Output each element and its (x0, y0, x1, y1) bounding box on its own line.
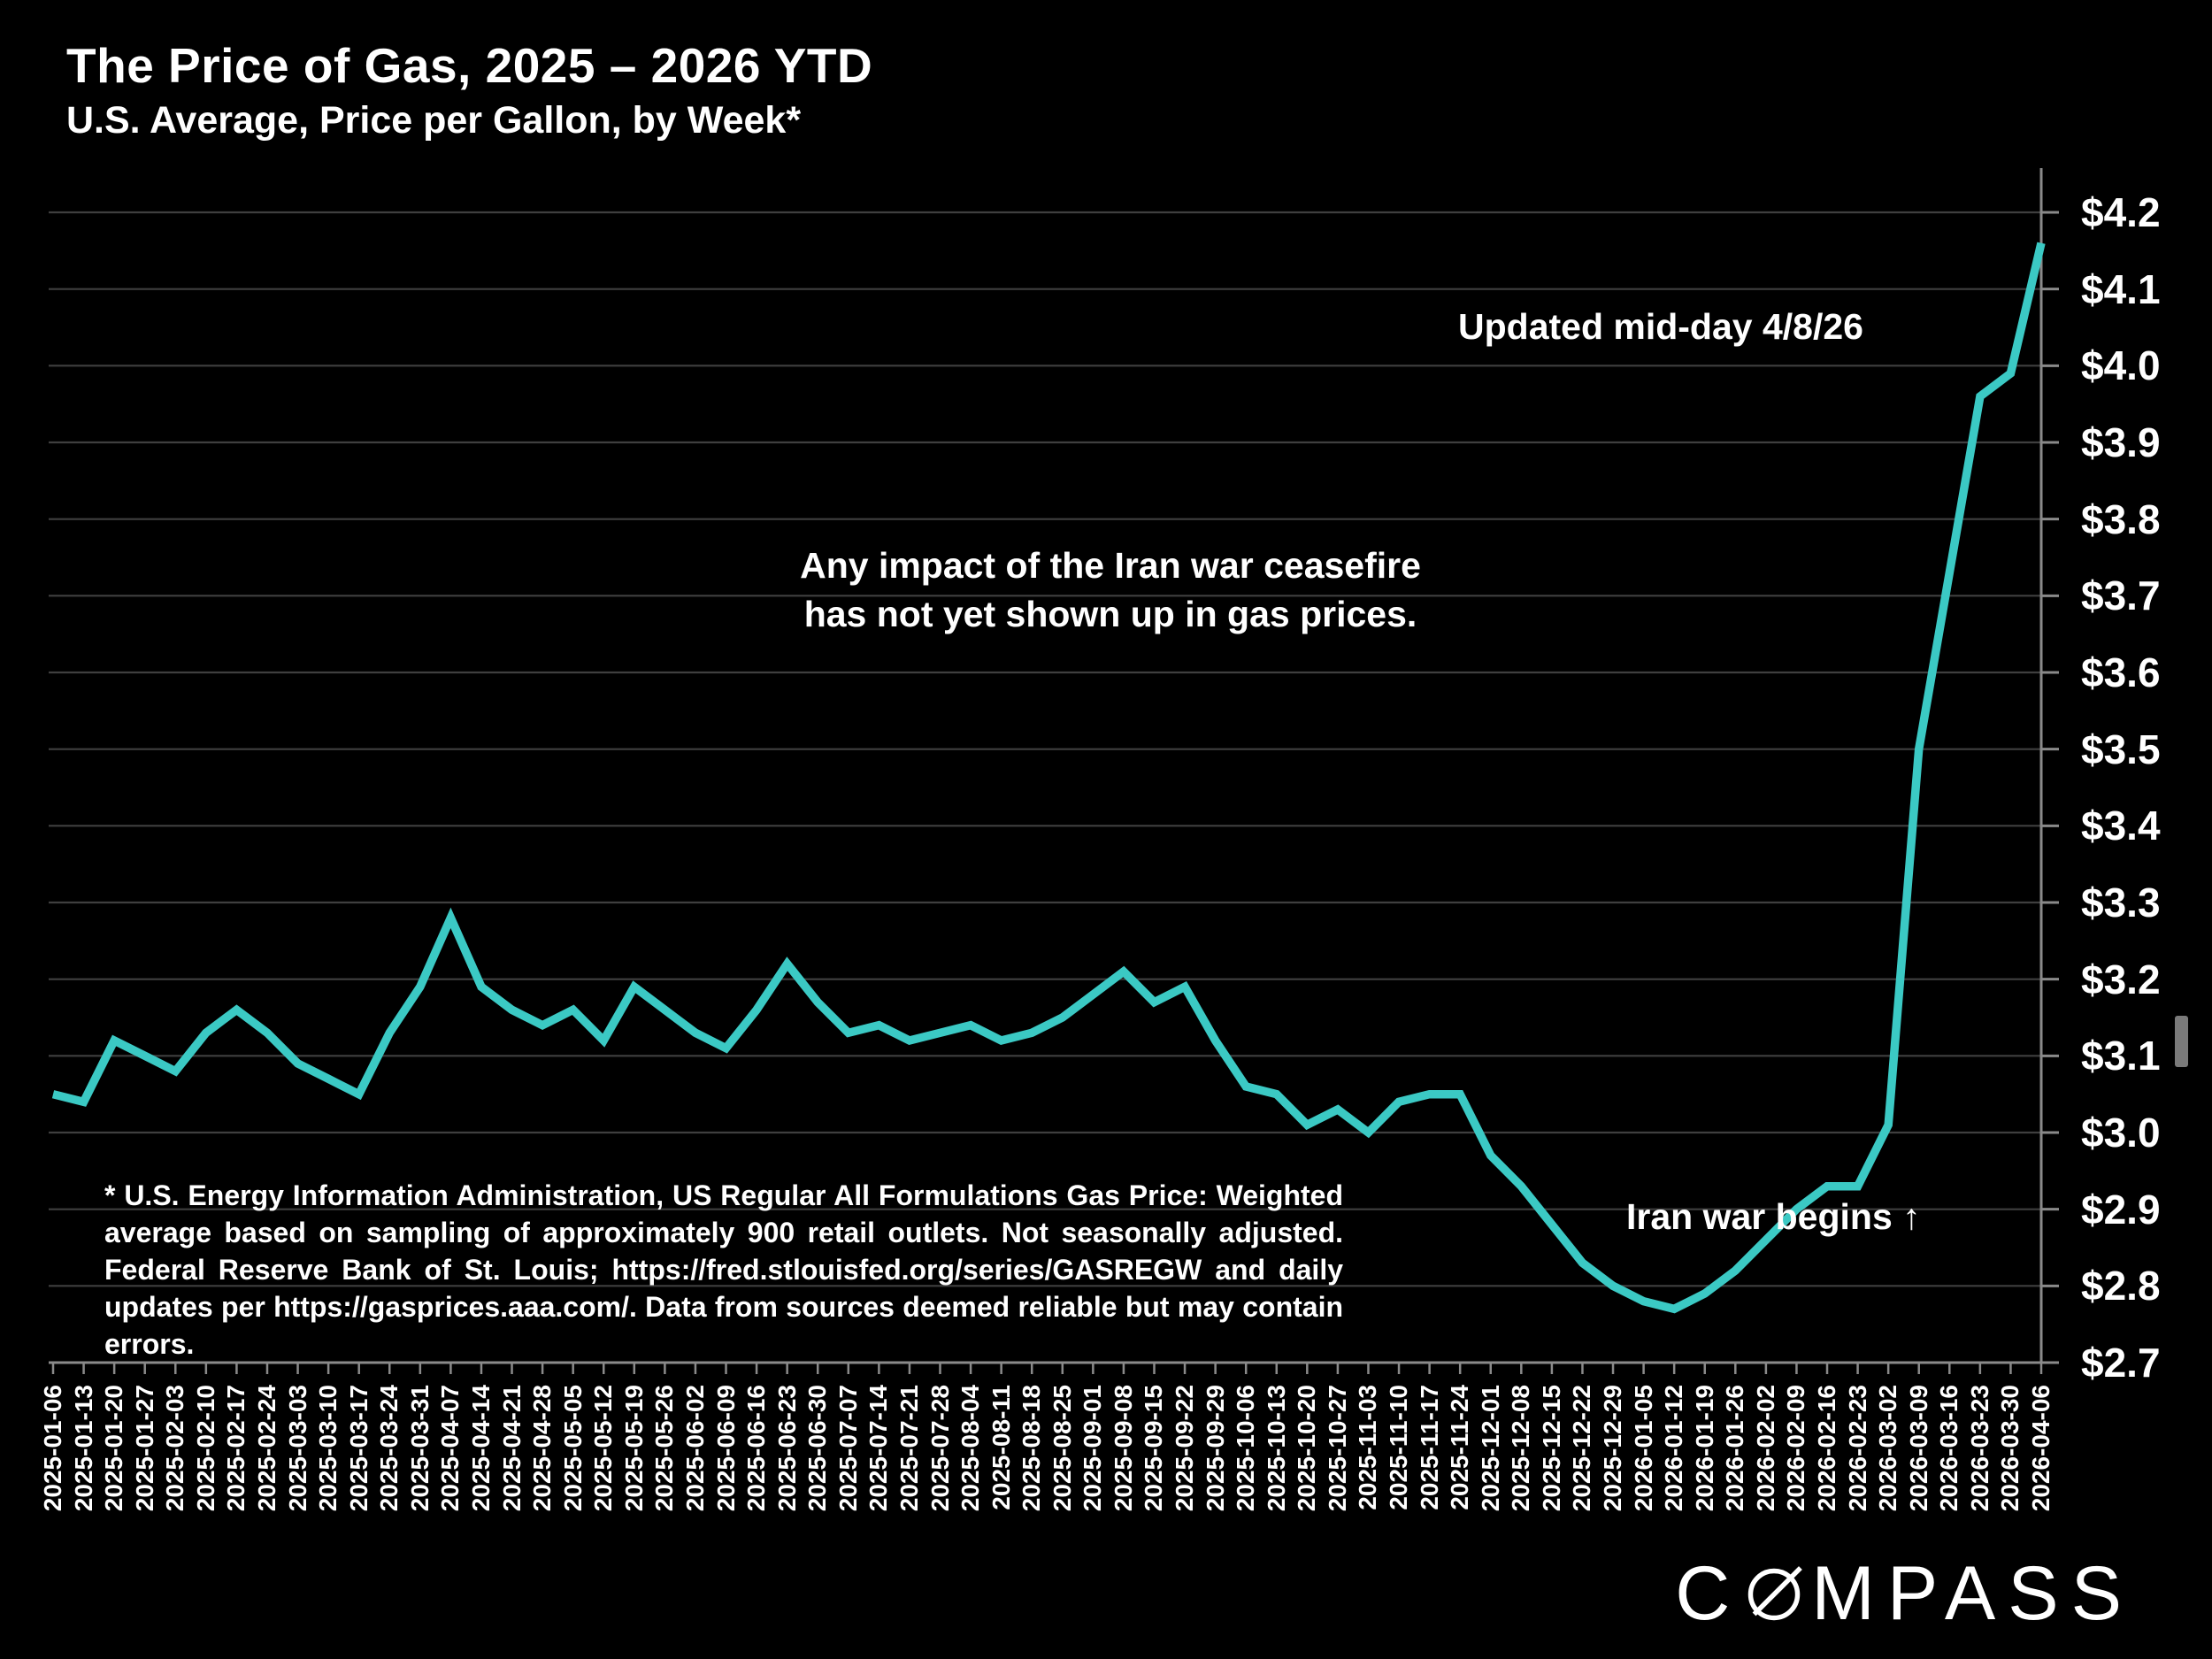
y-tick-label: $3.5 (2081, 726, 2161, 772)
y-tick-label: $3.9 (2081, 419, 2161, 465)
x-tick-label: 2025-09-15 (1140, 1385, 1168, 1512)
x-tick-label: 2025-09-22 (1171, 1385, 1199, 1512)
x-tick-label: 2025-12-22 (1568, 1385, 1596, 1512)
annotation-updated-date: Updated mid-day 4/8/26 (1458, 306, 1863, 347)
x-tick-label: 2025-01-06 (39, 1385, 66, 1512)
y-tick-label: $3.3 (2081, 879, 2161, 926)
x-tick-label: 2025-04-28 (528, 1385, 557, 1512)
annotation-iran-war-begins: Iran war begins ↑ (1626, 1196, 1921, 1237)
logo-letter-c: C (1675, 1551, 1743, 1636)
y-tick-label: $2.7 (2081, 1340, 2161, 1386)
x-tick-label: 2025-10-27 (1323, 1385, 1351, 1512)
x-tick-label: 2025-11-24 (1446, 1385, 1474, 1510)
x-tick-label: 2026-03-09 (1904, 1385, 1932, 1512)
x-tick-label: 2025-07-14 (864, 1385, 893, 1512)
y-tick-label: $3.4 (2081, 803, 2161, 849)
x-tick-label: 2025-05-05 (558, 1385, 587, 1512)
x-tick-label: 2026-03-02 (1874, 1385, 1902, 1512)
page-subtitle: U.S. Average, Price per Gallon, by Week* (66, 99, 802, 142)
y-tick-label: $4.0 (2081, 342, 2161, 389)
x-tick-label: 2025-08-18 (1018, 1385, 1046, 1512)
x-tick-label: 2025-01-27 (130, 1385, 158, 1512)
x-tick-label: 2025-06-16 (742, 1385, 771, 1512)
source-footnote: * U.S. Energy Information Administration… (104, 1179, 1343, 1360)
y-tick-label: $3.2 (2081, 956, 2161, 1002)
x-tick-label: 2025-12-15 (1537, 1385, 1565, 1512)
x-tick-label: 2025-10-20 (1293, 1385, 1321, 1512)
annotation-ceasefire: Any impact of the Iran war ceasefire has… (800, 545, 1421, 634)
x-tick-label: 2025-04-21 (497, 1385, 526, 1512)
x-tick-label: 2025-09-01 (1079, 1385, 1107, 1512)
x-tick-label: 2026-02-02 (1751, 1385, 1779, 1512)
x-tick-label: 2025-08-25 (1048, 1385, 1076, 1512)
x-tick-label: 2026-03-23 (1965, 1385, 1993, 1512)
x-tick-label: 2025-06-23 (772, 1385, 801, 1512)
x-tick-label: 2025-08-11 (987, 1385, 1015, 1510)
x-tick-label: 2025-01-20 (100, 1385, 128, 1512)
y-tick-label: $3.7 (2081, 572, 2161, 619)
y-tick-label: $3.6 (2081, 649, 2161, 695)
x-tick-label: 2025-05-12 (589, 1385, 618, 1512)
x-tick-label: 2025-03-31 (405, 1385, 434, 1512)
logo-letters-mpass: MPASS (1811, 1551, 2134, 1636)
y-tick-label: $3.0 (2081, 1110, 2161, 1156)
y-tick-label: $2.9 (2081, 1186, 2161, 1233)
compass-logo: C MPASS (1675, 1550, 2134, 1638)
x-tick-label: 2025-03-24 (375, 1385, 403, 1512)
compass-o-icon (1748, 1565, 1803, 1620)
x-tick-label: 2025-12-29 (1599, 1385, 1627, 1512)
x-tick-label: 2026-01-05 (1629, 1385, 1657, 1512)
x-tick-label: 2026-01-19 (1690, 1385, 1718, 1512)
x-tick-label: 2025-08-04 (956, 1385, 985, 1512)
x-tick-label: 2025-11-17 (1415, 1385, 1443, 1510)
x-tick-label: 2025-03-10 (314, 1385, 342, 1512)
x-tick-label: 2025-12-08 (1507, 1385, 1535, 1512)
x-tick-label: 2026-02-16 (1813, 1385, 1840, 1512)
x-tick-label: 2025-10-06 (1232, 1385, 1260, 1512)
x-tick-label: 2025-02-17 (222, 1385, 250, 1512)
x-tick-label: 2025-03-17 (344, 1385, 373, 1512)
price-line (51, 242, 2046, 1314)
scrollbar-thumb-artifact[interactable] (2175, 1016, 2188, 1067)
x-tick-label: 2025-02-10 (191, 1385, 219, 1512)
y-tick-label: $3.8 (2081, 495, 2161, 542)
x-tick-label: 2025-06-02 (680, 1385, 709, 1512)
x-tick-label: 2026-02-23 (1843, 1385, 1871, 1512)
x-tick-label: 2025-04-07 (436, 1385, 465, 1512)
y-tick-label: $2.8 (2081, 1263, 2161, 1310)
x-tick-label: 2025-01-13 (69, 1385, 97, 1512)
x-tick-label: 2026-02-09 (1782, 1385, 1810, 1512)
x-tick-label: 2025-07-07 (833, 1385, 862, 1512)
x-tick-label: 2025-11-03 (1354, 1385, 1382, 1510)
x-tick-label: 2025-03-03 (283, 1385, 311, 1512)
x-tick-label: 2025-12-01 (1476, 1385, 1504, 1512)
x-tick-label: 2025-07-28 (926, 1385, 954, 1512)
page-title: The Price of Gas, 2025 – 2026 YTD (66, 38, 873, 93)
y-tick-label: $4.2 (2081, 189, 2161, 235)
x-tick-label: 2025-06-30 (803, 1385, 832, 1512)
x-tick-label: 2025-06-09 (711, 1385, 740, 1512)
x-tick-label: 2026-03-16 (1935, 1385, 1963, 1512)
x-tick-label: 2025-10-13 (1262, 1385, 1290, 1512)
x-tick-label: 2025-11-10 (1385, 1385, 1413, 1510)
x-tick-label: 2025-07-21 (895, 1385, 923, 1512)
x-tick-label: 2026-03-30 (1996, 1385, 2024, 1512)
y-tick-label: $4.1 (2081, 265, 2161, 312)
x-tick-label: 2026-01-26 (1721, 1385, 1749, 1512)
y-tick-label: $3.1 (2081, 1033, 2161, 1079)
x-tick-label: 2026-01-12 (1660, 1385, 1688, 1512)
x-tick-label: 2025-02-24 (252, 1385, 280, 1512)
x-tick-label: 2025-09-08 (1109, 1385, 1137, 1512)
x-tick-label: 2025-09-29 (1201, 1385, 1229, 1512)
x-tick-label: 2025-05-26 (650, 1385, 679, 1512)
x-tick-label: 2025-04-14 (466, 1385, 495, 1512)
x-tick-label: 2025-05-19 (619, 1385, 648, 1512)
x-tick-label: 2025-02-03 (161, 1385, 189, 1512)
x-tick-label: 2026-04-06 (2027, 1385, 2055, 1512)
